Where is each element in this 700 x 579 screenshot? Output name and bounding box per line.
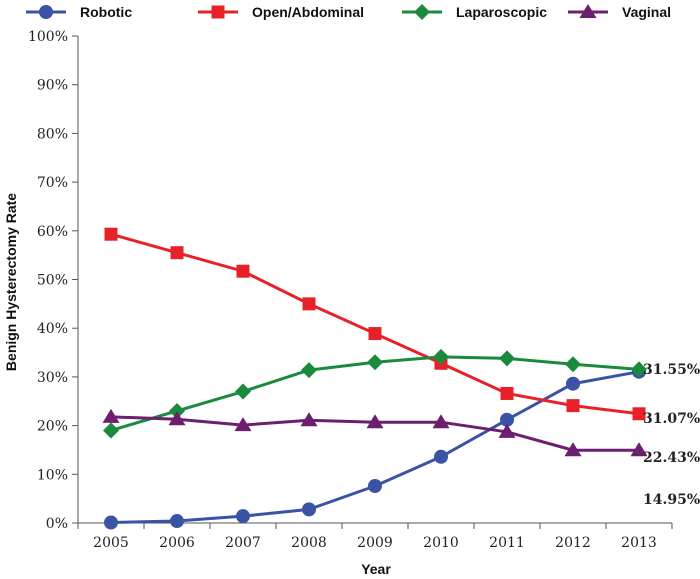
x-tick-label: 2011: [489, 535, 525, 551]
data-point: [566, 399, 580, 413]
y-axis-title: Benign Hysterectomy Rate: [3, 193, 19, 371]
data-point: [169, 402, 185, 419]
data-point: [565, 356, 581, 373]
data-point: [631, 361, 647, 378]
data-point: [168, 411, 186, 426]
series-layer: [102, 227, 648, 530]
data-point: [500, 386, 514, 400]
x-tick-label: 2005: [93, 535, 129, 551]
legend-label: Open/Abdominal: [252, 4, 364, 20]
x-axis-title: Year: [361, 561, 391, 577]
data-point: [432, 414, 450, 429]
data-point: [434, 449, 448, 464]
legend: Robotic Open/Abdominal Laparoscopic Vaginal: [26, 4, 671, 20]
y-tick-label: 90%: [37, 78, 68, 94]
data-point: [236, 264, 250, 278]
x-tick-label: 2012: [555, 535, 591, 551]
series-line: [110, 232, 640, 416]
data-point: [301, 362, 317, 379]
data-point: [566, 376, 580, 391]
y-tick-label: 100%: [28, 29, 68, 45]
y-tick-label: 60%: [37, 224, 68, 240]
data-label: 31.07%: [643, 411, 700, 427]
data-point: [234, 417, 252, 432]
series-robotic: [104, 364, 646, 530]
data-point: [170, 514, 184, 529]
y-tick-label: 10%: [37, 467, 68, 483]
y-tick-label: 40%: [37, 321, 68, 337]
legend-label: Laparoscopic: [456, 4, 547, 20]
axes: 0% 10% 20% 30% 40% 50% 60% 70% 80% 90% 100% 2005 200…: [28, 29, 673, 551]
data-point: [433, 348, 449, 365]
data-label: 31.55%: [643, 362, 700, 378]
data-point: [302, 297, 316, 311]
data-point: [102, 408, 120, 423]
legend-label: Vaginal: [622, 4, 671, 20]
x-tick-label: 2007: [225, 535, 261, 551]
legend-item: Vaginal: [568, 4, 671, 20]
data-point: [368, 478, 382, 493]
data-point: [300, 412, 318, 427]
legend-label: Robotic: [80, 4, 132, 20]
data-point: [367, 354, 383, 371]
legend-item: Robotic: [26, 4, 132, 20]
data-point: [302, 502, 316, 517]
legend-marker: [414, 4, 430, 20]
series-laparoscopic: [103, 348, 647, 439]
data-point: [630, 442, 648, 457]
data-point: [103, 422, 119, 439]
series-vaginal: [102, 408, 648, 457]
y-tick-label: 30%: [37, 370, 68, 386]
data-point: [368, 327, 382, 341]
legend-item: Laparoscopic: [402, 4, 547, 20]
x-tick-label: 2008: [291, 535, 327, 551]
data-point: [170, 246, 184, 260]
y-tick-label: 70%: [37, 175, 68, 191]
data-label: 22.43%: [643, 450, 700, 466]
data-point: [366, 414, 384, 429]
data-point: [235, 383, 251, 400]
y-tick-label: 0%: [46, 516, 68, 532]
y-tick-label: 20%: [37, 419, 68, 435]
series-open-abdominal: [104, 227, 646, 421]
y-tick-label: 50%: [37, 273, 68, 289]
data-label: 14.95%: [643, 492, 700, 508]
data-point: [104, 515, 118, 530]
annotations: 31.55% 31.07% 22.43% 14.95%: [643, 362, 700, 508]
data-point: [632, 407, 646, 421]
legend-marker: [579, 4, 597, 18]
data-point: [564, 442, 582, 457]
legend-item: Open/Abdominal: [198, 4, 364, 20]
data-point: [500, 412, 514, 427]
data-point: [498, 423, 516, 438]
x-tick-label: 2009: [357, 535, 393, 551]
legend-marker: [39, 5, 53, 19]
legend-marker: [211, 5, 225, 19]
y-tick-label: 80%: [37, 126, 68, 142]
data-point: [499, 350, 515, 367]
x-tick-label: 2006: [159, 535, 195, 551]
data-point: [104, 227, 118, 241]
x-tick-label: 2013: [621, 535, 657, 551]
data-point: [236, 509, 250, 524]
x-tick-label: 2010: [423, 535, 459, 551]
